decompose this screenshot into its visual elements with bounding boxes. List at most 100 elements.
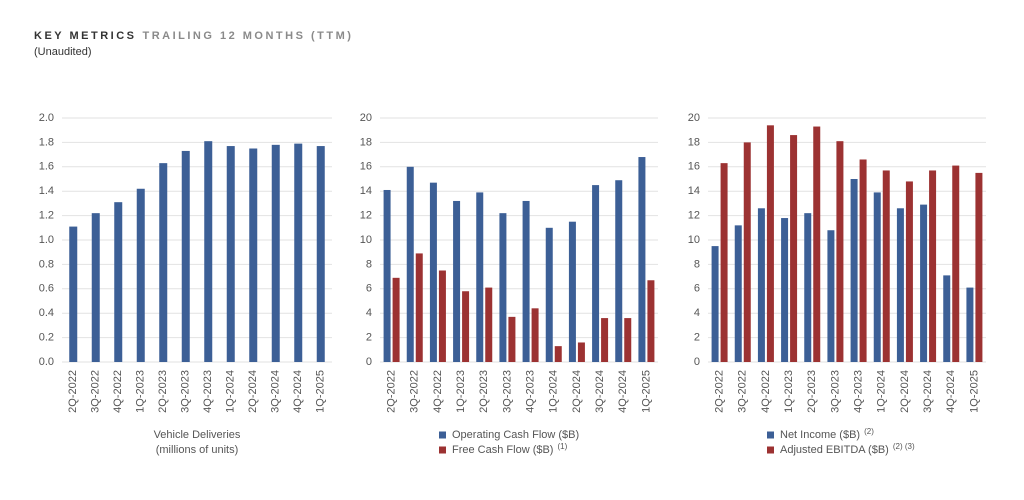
x-tick-label: 1Q-2023 (455, 370, 467, 413)
bar (882, 170, 890, 362)
bar (804, 213, 812, 362)
bar (859, 159, 867, 362)
y-tick-label: 0.4 (39, 307, 54, 319)
bar (734, 225, 742, 362)
legend-name: Net Income ($B) (780, 429, 860, 441)
bar (406, 166, 414, 362)
bar (462, 291, 470, 362)
y-tick-label: 0.0 (39, 356, 54, 368)
bar (592, 185, 600, 362)
bar (638, 157, 646, 362)
bar (159, 163, 168, 362)
bar (508, 316, 516, 362)
bar (522, 200, 530, 362)
bar (429, 182, 437, 362)
bar (624, 318, 632, 362)
bar (204, 141, 213, 362)
bar (952, 165, 960, 362)
x-tick-label: 4Q-2022 (112, 370, 124, 413)
y-tick-label: 1.2 (39, 210, 54, 222)
x-tick-label: 4Q-2023 (202, 370, 214, 413)
bar (873, 192, 881, 362)
bar (545, 227, 553, 362)
bar (531, 308, 539, 362)
bar (905, 181, 913, 362)
legend-swatch (767, 446, 774, 454)
bar (577, 342, 585, 362)
y-tick-label: 8 (694, 258, 700, 270)
x-tick-label: 3Q-2023 (829, 370, 841, 413)
x-tick-label: 3Q-2024 (922, 370, 934, 413)
x-tick-label: 2Q-2022 (385, 370, 397, 413)
x-axis-label: Vehicle Deliveries (154, 429, 241, 441)
bar (850, 179, 858, 362)
y-tick-label: 14 (688, 185, 700, 197)
y-tick-label: 16 (360, 161, 372, 173)
x-tick-label: 1Q-2023 (135, 370, 147, 413)
x-tick-label: 2Q-2023 (157, 370, 169, 413)
x-tick-label: 4Q-2024 (617, 370, 629, 413)
x-tick-label: 1Q-2024 (876, 370, 888, 413)
x-tick-label: 1Q-2025 (315, 370, 327, 413)
x-tick-label: 2Q-2023 (478, 370, 490, 413)
bar (114, 202, 123, 362)
bar (136, 188, 145, 362)
bar (711, 246, 719, 362)
bar (781, 218, 789, 362)
bar (476, 192, 484, 362)
y-tick-label: 4 (366, 307, 372, 319)
y-tick-label: 2 (366, 332, 372, 344)
legend-label: Free Cash Flow ($B) (1) (452, 442, 568, 456)
bar (766, 125, 774, 362)
legend-name: Operating Cash Flow ($B) (452, 429, 579, 441)
y-tick-label: 1.0 (39, 234, 54, 246)
legend-swatch (439, 431, 446, 439)
bar (943, 275, 951, 362)
y-tick-label: 6 (694, 283, 700, 295)
bar (896, 208, 904, 362)
y-tick-label: 0.2 (39, 332, 54, 344)
x-tick-label: 4Q-2023 (524, 370, 536, 413)
title: KEY METRICS (34, 30, 137, 42)
legend-footnote: (2) (3) (893, 442, 915, 451)
x-tick-label: 1Q-2024 (548, 370, 560, 413)
y-tick-label: 12 (360, 210, 372, 222)
x-tick-label: 3Q-2023 (180, 370, 192, 413)
bar (271, 144, 280, 362)
x-tick-label: 1Q-2025 (640, 370, 652, 413)
y-tick-label: 10 (360, 234, 372, 246)
y-tick-label: 6 (366, 283, 372, 295)
legend-swatch (439, 446, 446, 454)
legend-label: Adjusted EBITDA ($B) (2) (3) (780, 442, 915, 456)
bar (249, 148, 258, 362)
bar (91, 213, 100, 362)
y-tick-label: 1.8 (39, 136, 54, 148)
bar (975, 172, 983, 362)
bar (453, 200, 461, 362)
bar (790, 135, 798, 362)
y-tick-label: 2 (694, 332, 700, 344)
bar (615, 180, 623, 362)
x-axis-label: (millions of units) (156, 444, 239, 456)
x-tick-label: 3Q-2022 (90, 370, 102, 413)
y-tick-label: 18 (688, 136, 700, 148)
bar (499, 213, 507, 362)
x-tick-label: 4Q-2024 (945, 370, 957, 413)
x-tick-label: 4Q-2024 (292, 370, 304, 413)
bar (226, 146, 235, 362)
legend-swatch (767, 431, 774, 439)
subtitle: TRAILING 12 MONTHS (TTM) (142, 30, 354, 42)
y-tick-label: 0.6 (39, 283, 54, 295)
y-tick-label: 1.6 (39, 161, 54, 173)
x-tick-label: 3Q-2024 (594, 370, 606, 413)
x-tick-label: 4Q-2023 (852, 370, 864, 413)
y-tick-label: 8 (366, 258, 372, 270)
header: KEY METRICS TRAILING 12 MONTHS (TTM) (Una… (34, 30, 353, 58)
bar (294, 143, 303, 362)
y-tick-label: 10 (688, 234, 700, 246)
x-tick-label: 2Q-2024 (247, 370, 259, 413)
bar (383, 189, 391, 362)
y-tick-label: 0.8 (39, 258, 54, 270)
